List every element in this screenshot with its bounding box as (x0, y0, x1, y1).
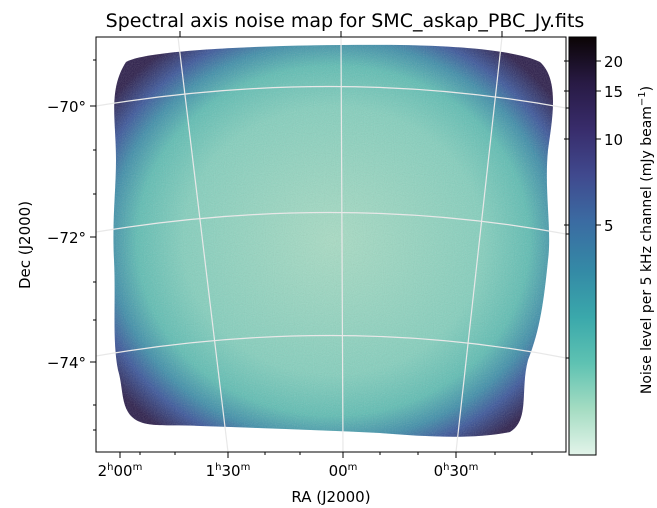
x-tick-label: 00m (329, 462, 358, 480)
grid-ra-1h30 (177, 37, 229, 452)
x-tick-label: 2h00m (98, 462, 143, 480)
colorbar-tick-label: 15 (604, 83, 623, 101)
colorbar-ticks (564, 60, 601, 226)
grid-ra-0h30 (455, 37, 503, 452)
grid-dec-74 (96, 334, 566, 359)
colorbar (568, 36, 597, 456)
y-tick-label: −70° (47, 98, 86, 116)
plot-frame (95, 36, 567, 453)
x-axis-label: RA (J2000) (291, 488, 370, 506)
chart-title: Spectral axis noise map for SMC_askap_PB… (106, 10, 585, 32)
colorbar-tick-label: 10 (604, 131, 623, 149)
x-axis-ticks (119, 31, 533, 458)
x-tick-label: 0h30m (434, 462, 479, 480)
grid-dec-70 (96, 85, 566, 109)
colorbar-tick-label: 5 (604, 217, 614, 235)
colorbar-tick-label: 20 (604, 53, 623, 71)
grid-dec-72 (96, 211, 566, 235)
colorbar-label: Noise level per 5 kHz channel (mJy beam−… (637, 86, 655, 394)
grid-ra-0h00 (340, 37, 344, 452)
y-tick-label: −74° (47, 354, 86, 372)
y-tick-label: −72° (47, 229, 86, 247)
y-axis-label: Dec (J2000) (16, 201, 34, 289)
x-tick-label: 1h30m (206, 462, 251, 480)
noise-texture (113, 44, 553, 437)
coordinate-grid (96, 37, 566, 452)
